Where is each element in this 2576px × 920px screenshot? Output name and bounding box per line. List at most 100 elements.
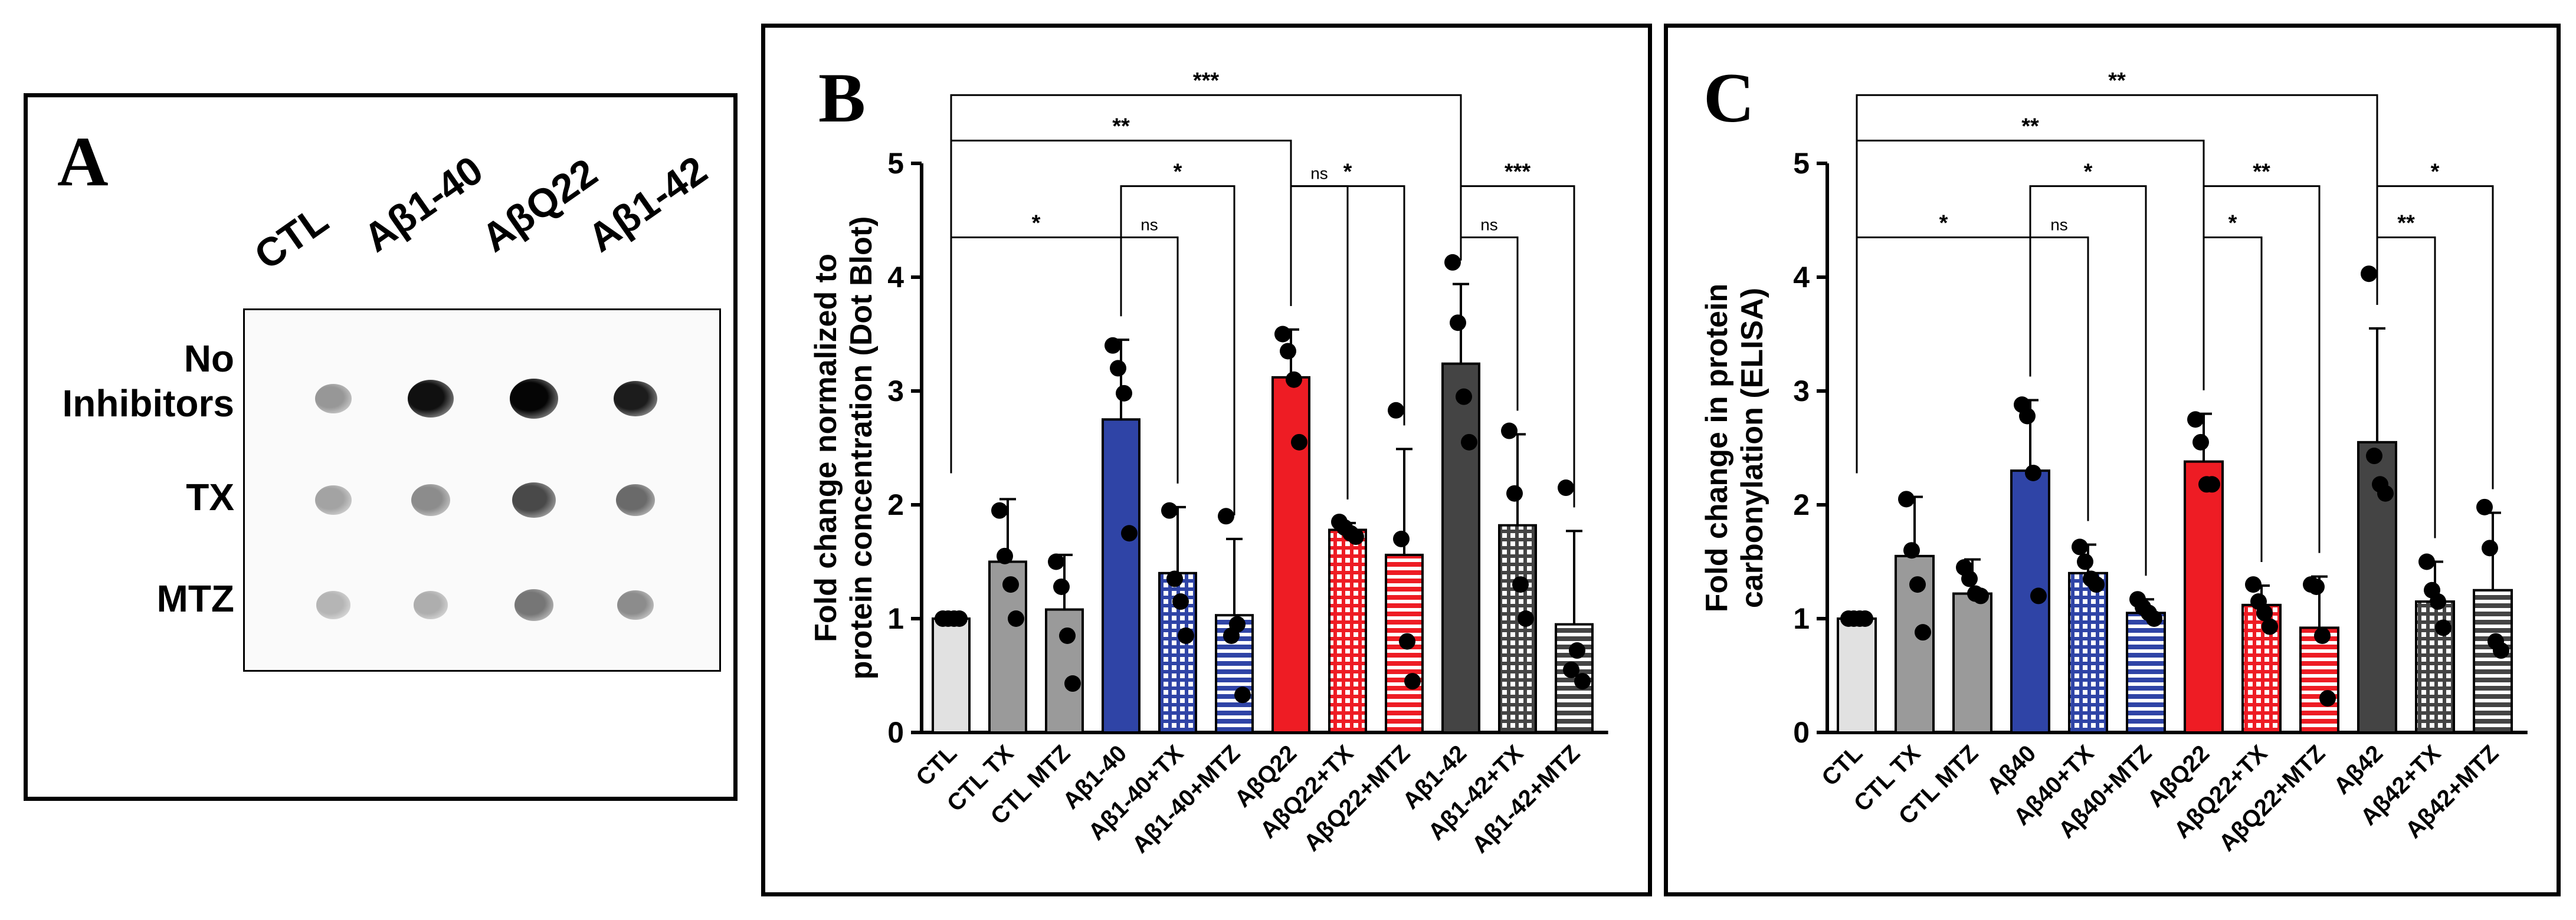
chart-b-svg: 0 1 2 3 4 5 Fold change normalized toprotein c…	[809, 68, 1608, 858]
c-bar	[2068, 571, 2108, 734]
c-data-point	[2204, 476, 2220, 493]
blot-dot	[617, 590, 654, 620]
blot-membrane	[243, 308, 721, 672]
blot-dot	[512, 482, 556, 518]
b-data-point	[1563, 661, 1579, 678]
b-data-point	[1105, 337, 1121, 354]
lane-label-abeta42: Aβ1-42	[579, 147, 716, 261]
c-significance-label: *	[1939, 211, 1948, 235]
c-y-tick-label: 3	[1793, 374, 1810, 408]
b-data-point	[1234, 686, 1251, 704]
c-data-point	[1898, 491, 1915, 508]
c-data-point	[2493, 642, 2509, 659]
b-data-point	[1348, 528, 1364, 546]
b-significance-bracket	[1120, 185, 1235, 515]
c-data-point	[2361, 265, 2377, 282]
c-data-point	[2072, 538, 2088, 556]
b-data-point	[1218, 508, 1234, 525]
c-data-point	[1857, 610, 1873, 627]
b-data-point	[991, 502, 1008, 519]
panel-c-elisa-chart: C 0 1 2 3 4 5 Fold change in proteincarbonylat…	[1664, 24, 2561, 896]
b-x-tick-label: CTL	[911, 740, 962, 791]
b-data-point	[1569, 642, 1585, 659]
c-significance-label: **	[2021, 114, 2039, 139]
c-data-point	[2476, 498, 2493, 515]
b-y-tick-label: 4	[887, 261, 904, 294]
c-significance-bracket	[1856, 236, 2031, 474]
b-data-point	[1388, 402, 1404, 419]
c-y-tick-label: 5	[1793, 147, 1810, 180]
b-bar	[1102, 418, 1140, 734]
c-data-point	[1972, 587, 1989, 604]
b-data-point	[1161, 502, 1178, 519]
b-bar	[1555, 623, 1594, 734]
panel-a-label: A	[57, 122, 109, 201]
blot-dot	[414, 591, 448, 619]
c-data-point	[2377, 485, 2394, 502]
lane-label-abetaq22: AβQ22	[473, 150, 605, 261]
b-bar	[988, 560, 1027, 734]
b-data-point	[1229, 616, 1246, 633]
b-data-point	[1172, 593, 1189, 610]
b-y-tick-label: 2	[887, 488, 904, 521]
b-significance-bracket	[950, 94, 1462, 331]
b-data-point	[1008, 610, 1024, 627]
chart-c-svg: 0 1 2 3 4 5 Fold change in proteincarbonylatio…	[1700, 68, 2528, 856]
c-data-point	[2435, 619, 2452, 636]
b-data-point	[1274, 326, 1291, 343]
b-data-point	[1059, 627, 1076, 644]
b-significance-label: ns	[1310, 165, 1328, 183]
c-bar	[2184, 460, 2224, 734]
c-data-point	[2482, 540, 2498, 557]
b-significance-label: *	[1174, 160, 1182, 185]
b-data-point	[1280, 343, 1296, 360]
c-data-point	[2430, 593, 2446, 610]
blot-dot	[514, 589, 553, 621]
c-data-point	[2308, 578, 2325, 595]
b-significance-label: *	[1032, 211, 1041, 235]
b-data-point	[1178, 627, 1194, 644]
c-bar	[1952, 592, 1992, 734]
b-bar	[1328, 528, 1367, 734]
b-data-point	[1002, 576, 1019, 593]
c-y-axis-title-line1: Fold change in protein	[1700, 284, 1734, 613]
row-label-tx: TX	[186, 476, 234, 518]
b-significance-label: *	[1343, 160, 1352, 185]
b-data-point	[1116, 385, 1132, 402]
c-bar	[2299, 626, 2339, 734]
b-significance-label: ***	[1193, 68, 1220, 93]
c-x-tick-label: CTL	[1817, 740, 1867, 791]
b-y-tick-label: 0	[887, 716, 904, 749]
b-data-point	[1444, 254, 1461, 271]
b-data-point	[997, 547, 1013, 564]
b-data-point	[1512, 576, 1529, 593]
c-data-point	[2146, 610, 2162, 627]
b-significance-label: **	[1112, 114, 1130, 139]
b-bar	[1045, 608, 1084, 734]
b-y-tick-label: 3	[887, 374, 904, 408]
blot-dot	[411, 484, 450, 516]
c-significance-label: *	[2228, 211, 2237, 235]
c-bar	[2473, 589, 2513, 734]
b-bar	[932, 617, 971, 734]
b-bar	[1441, 362, 1480, 734]
row-label-mtz: MTZ	[156, 577, 235, 620]
c-significance-bracket	[1856, 94, 2378, 331]
c-y-axis-title: Fold change in proteincarbonylation (ELI…	[1700, 284, 1769, 613]
c-y-tick-label: 4	[1793, 261, 1810, 294]
c-data-point	[2245, 576, 2262, 593]
c-data-point	[2319, 690, 2336, 707]
b-bar	[1271, 376, 1310, 734]
c-data-point	[2366, 448, 2382, 465]
blot-dot	[315, 383, 352, 414]
b-data-point	[1286, 371, 1302, 388]
c-data-point	[2077, 553, 2093, 570]
b-data-point	[1399, 633, 1415, 650]
b-data-point	[1110, 360, 1126, 377]
b-data-point	[1291, 433, 1307, 451]
blot-dot	[408, 380, 454, 418]
b-significance-label: ns	[1480, 215, 1498, 234]
blot-dot	[315, 485, 352, 515]
c-significance-label: *	[2084, 160, 2093, 185]
b-data-point	[1393, 530, 1410, 547]
